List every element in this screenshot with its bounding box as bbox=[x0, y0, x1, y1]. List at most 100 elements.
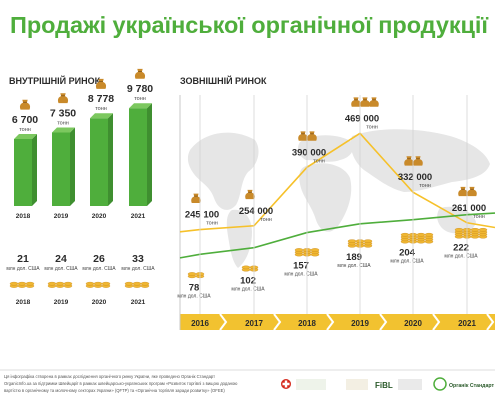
money-bag-icon bbox=[360, 97, 370, 107]
partner-logo-2 bbox=[346, 379, 368, 390]
internal-usd-year-label: 2018 bbox=[16, 299, 31, 306]
internal-usd-year-label: 2019 bbox=[54, 299, 69, 306]
money-bag-icon bbox=[307, 131, 317, 141]
money-bag-neck bbox=[247, 189, 253, 193]
internal-bar-top bbox=[90, 113, 113, 119]
tonnage-series-line bbox=[179, 132, 495, 233]
external-tonnage-label: 390 000 bbox=[292, 147, 326, 158]
external-tonnage-label: 332 000 bbox=[398, 172, 432, 183]
coin-stack-icon bbox=[241, 265, 259, 272]
footer-line-2: OrganicInfo.ua за підтримки Швейцарії в … bbox=[4, 381, 237, 386]
money-bag-body bbox=[360, 99, 370, 107]
money-bag-icon bbox=[19, 99, 31, 110]
money-bag-neck bbox=[406, 156, 412, 159]
internal-usd-year-label: 2021 bbox=[131, 299, 146, 306]
internal-tonnage-label: 6 700 bbox=[12, 114, 38, 126]
internal-tonnage-unit: тонн bbox=[95, 106, 107, 112]
footer-line-1: Ця інфографіка створена в рамках дослідж… bbox=[4, 374, 215, 379]
internal-year-label: 2020 bbox=[92, 213, 107, 220]
internal-tonnage-unit: тонн bbox=[57, 121, 69, 127]
timeline-arrow-icon bbox=[379, 313, 388, 331]
timeline-bar bbox=[180, 314, 495, 330]
internal-tonnage-unit: тонн bbox=[134, 96, 146, 102]
coin-icon bbox=[140, 281, 150, 286]
internal-usd-year-label: 2020 bbox=[92, 299, 107, 306]
money-bag-tie bbox=[99, 81, 103, 82]
money-bag-body bbox=[19, 102, 31, 110]
money-bag-neck bbox=[460, 186, 466, 190]
money-bag-body bbox=[134, 71, 146, 79]
internal-bar-side bbox=[70, 127, 75, 206]
internal-bar bbox=[52, 132, 70, 206]
external-tonnage-unit: тонн bbox=[473, 214, 485, 220]
internal-bar-side bbox=[32, 134, 37, 206]
money-bag-neck bbox=[362, 97, 368, 100]
money-bag-tie bbox=[138, 71, 142, 72]
external-tonnage-label: 245 100 bbox=[185, 210, 219, 221]
money-bag-neck bbox=[415, 156, 421, 159]
internal-usd-label: 26 bbox=[93, 253, 105, 265]
coin-icon bbox=[241, 265, 251, 270]
external-usd-label: 102 bbox=[240, 276, 256, 287]
coin-stack-icon bbox=[347, 239, 373, 248]
timeline-arrow-icon bbox=[219, 313, 228, 331]
internal-bar-top bbox=[14, 134, 37, 139]
money-bag-body bbox=[57, 95, 69, 104]
coin-icon bbox=[416, 232, 426, 237]
money-bag-neck bbox=[137, 68, 143, 72]
coin-icon bbox=[454, 227, 464, 232]
money-bag-body bbox=[351, 99, 361, 107]
coin-icon bbox=[101, 281, 111, 286]
money-bag-body bbox=[404, 158, 414, 166]
external-tonnage-unit: тонн bbox=[313, 158, 325, 164]
money-bag-icon bbox=[458, 186, 468, 197]
money-bag-neck bbox=[469, 186, 475, 190]
coin-icon bbox=[124, 281, 134, 286]
usd-series-line bbox=[179, 212, 495, 259]
external-tonnage-label: 254 000 bbox=[239, 206, 273, 217]
money-bag-neck bbox=[353, 97, 359, 100]
world-map bbox=[187, 129, 490, 268]
external-tonnage-unit: тонн bbox=[260, 217, 272, 223]
money-bag-tie bbox=[194, 195, 198, 197]
external-tonnage-label: 469 000 bbox=[345, 113, 379, 124]
coin-icon bbox=[17, 281, 27, 286]
timeline-year-label: 2020 bbox=[404, 319, 422, 328]
money-bag-icon bbox=[404, 156, 414, 166]
money-bag-body bbox=[413, 158, 423, 166]
timeline-year-label: 2021 bbox=[458, 319, 476, 328]
timeline-arrow-icon bbox=[273, 313, 282, 331]
coin-icon bbox=[25, 281, 35, 286]
money-bag-icon bbox=[245, 189, 255, 200]
partner-logos: FiBL Органік Стандарт bbox=[281, 377, 494, 391]
internal-usd-unit: млн дол. США bbox=[82, 266, 116, 272]
money-bag-neck bbox=[309, 131, 315, 134]
money-bag-icon bbox=[298, 131, 308, 141]
coin-icon bbox=[132, 281, 142, 286]
internal-usd-unit: млн дол. США bbox=[121, 266, 155, 272]
coin-stack-icon bbox=[294, 248, 320, 257]
money-bag-body bbox=[307, 133, 317, 141]
internal-tonnage-label: 9 780 bbox=[127, 83, 153, 95]
page-title: Продажі української органічної продукції bbox=[10, 12, 489, 38]
money-bag-body bbox=[245, 192, 255, 200]
coin-stack-icon bbox=[400, 232, 434, 244]
money-bag-tie bbox=[310, 133, 314, 135]
internal-bar bbox=[129, 108, 147, 206]
money-bag-tie bbox=[416, 158, 420, 160]
external-tonnage-label: 261 000 bbox=[452, 203, 486, 214]
money-bag-tie bbox=[23, 101, 27, 103]
coin-stack-icon bbox=[187, 272, 205, 279]
internal-usd-unit: млн дол. США bbox=[44, 266, 78, 272]
coin-icon bbox=[400, 232, 410, 237]
external-tonnage-unit: тонн bbox=[366, 124, 378, 130]
organic-standard-logo: Органік Стандарт bbox=[449, 383, 494, 389]
money-bag-tie bbox=[461, 188, 465, 190]
money-bag-tie bbox=[470, 188, 474, 190]
external-usd-label: 189 bbox=[346, 252, 362, 263]
timeline-arrow-icon bbox=[326, 313, 335, 331]
internal-usd-label: 24 bbox=[55, 253, 67, 265]
